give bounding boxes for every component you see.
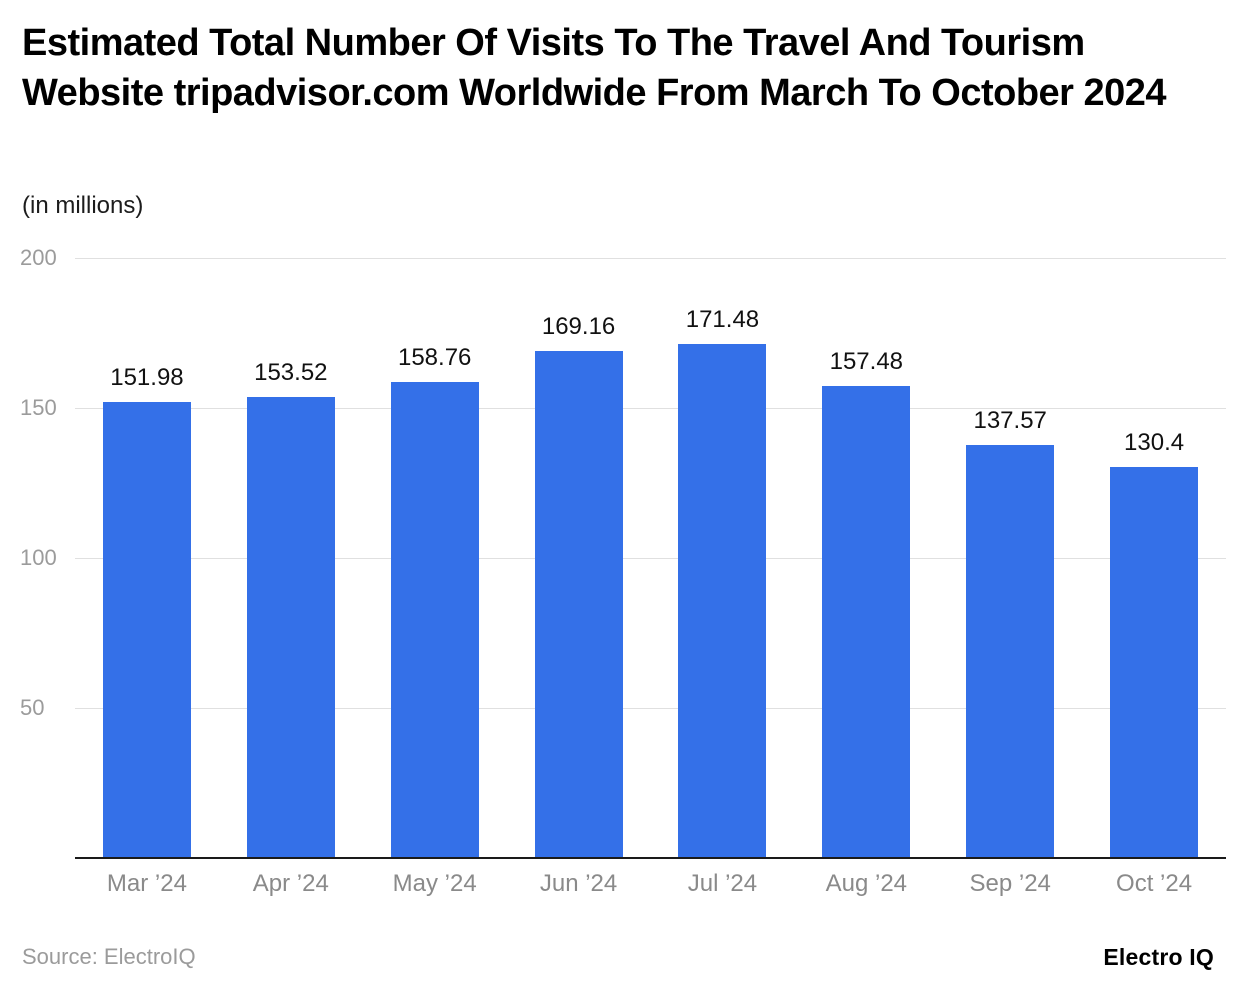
bar-value-label: 171.48 — [685, 305, 760, 333]
x-axis-labels: Mar ’24 Apr ’24 May ’24 Jun ’24 Jul ’24 Aug ’… — [75, 870, 1226, 898]
x-axis-tick-label: Jun ’24 — [539, 870, 618, 897]
gridline — [75, 408, 1226, 409]
y-axis-tick-label: 100 — [20, 545, 57, 570]
bar — [246, 397, 335, 858]
source-label: Source: ElectroIQ — [22, 944, 196, 969]
bar — [822, 385, 911, 858]
bar-column: 153.52 — [219, 258, 363, 858]
bar — [390, 381, 479, 858]
bar-value-label: 157.48 — [829, 347, 904, 375]
x-axis-tick-label: Oct ’24 — [1116, 870, 1193, 897]
bar — [966, 445, 1055, 858]
bar-column: 158.76 — [363, 258, 507, 858]
bars-layer: 151.98 153.52 158.76 169.16 171.48 157.48 137.… — [75, 258, 1226, 858]
x-axis-tick-label: May ’24 — [392, 870, 477, 897]
x-axis-tick-label: Mar ’24 — [106, 870, 187, 897]
bar-column: 169.16 — [507, 258, 651, 858]
bar-value-label: 169.16 — [541, 312, 616, 340]
gridline — [75, 258, 1226, 259]
x-axis-baseline — [75, 857, 1226, 859]
x-axis-tick-label: Aug ’24 — [825, 870, 908, 897]
x-axis-tick-label: Apr ’24 — [252, 870, 329, 897]
bar-column: 137.57 — [938, 258, 1082, 858]
y-axis-tick-label: 50 — [20, 695, 45, 720]
brand-logo: Electro IQ — [1103, 944, 1214, 970]
y-axis-tick-label: 200 — [20, 245, 57, 270]
gridline — [75, 558, 1226, 559]
y-axis-tick-label: 150 — [20, 395, 57, 420]
bar — [102, 402, 191, 858]
x-axis-tick-label: Sep ’24 — [969, 870, 1051, 897]
bar-value-label: 130.4 — [1124, 428, 1185, 456]
bar-value-label: 153.52 — [254, 359, 328, 387]
bar-value-label: 151.98 — [110, 364, 184, 392]
bar-value-label: 137.57 — [973, 407, 1047, 435]
bar-column: 171.48 — [651, 258, 795, 858]
bar-column: 157.48 — [794, 258, 938, 858]
bar-column: 130.4 — [1082, 258, 1226, 858]
chart-subtitle: (in millions) — [22, 192, 144, 219]
bar-column: 151.98 — [75, 258, 219, 858]
bar-value-label: 158.76 — [397, 343, 472, 371]
bar — [1110, 466, 1199, 858]
bar — [678, 343, 767, 858]
chart-title: Estimated Total Number Of Visits To The … — [22, 22, 1167, 114]
bar — [534, 350, 623, 858]
gridline — [75, 708, 1226, 709]
x-axis-tick-label: Jul ’24 — [687, 870, 758, 897]
bar-chart: 200 150 100 50 151.98 153.52 158.76 169.16 171.… — [0, 245, 1240, 897]
